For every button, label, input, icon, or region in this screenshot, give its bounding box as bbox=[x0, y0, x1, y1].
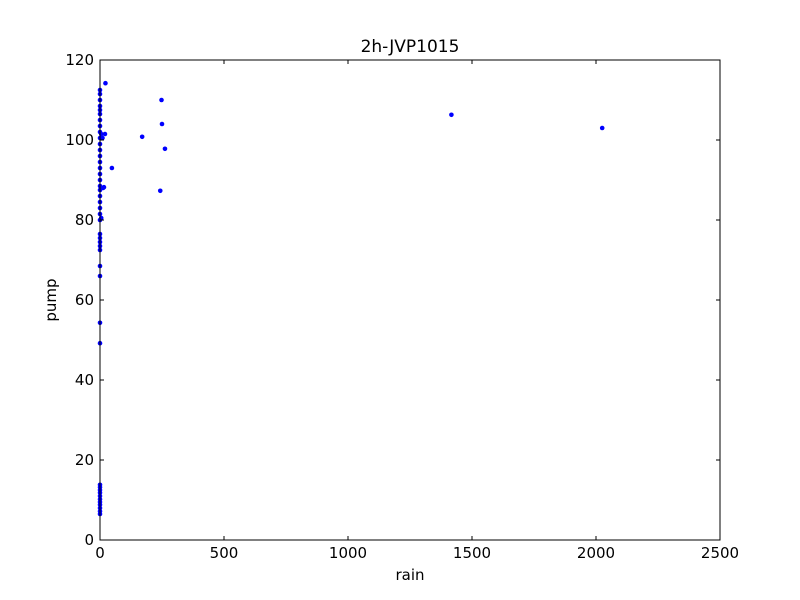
data-point bbox=[599, 125, 605, 131]
y-tick-label: 40 bbox=[75, 371, 94, 389]
data-point bbox=[159, 121, 165, 127]
data-point bbox=[101, 184, 107, 190]
plot-frame bbox=[99, 59, 721, 541]
x-tick-label: 1500 bbox=[453, 544, 491, 562]
axis-ticks: 0 500 1000 1500 2000 2500 0 20 40 60 80 100 120 bbox=[65, 51, 739, 562]
x-axis-label: rain bbox=[395, 566, 424, 584]
y-tick-label: 20 bbox=[75, 451, 94, 469]
x-tick-label: 2000 bbox=[577, 544, 615, 562]
data-point bbox=[109, 165, 115, 171]
data-point bbox=[157, 188, 163, 194]
data-point bbox=[159, 97, 164, 103]
x-tick-label: 500 bbox=[210, 544, 239, 562]
x-tick-label: 2500 bbox=[701, 544, 739, 562]
chart-title: 2h-JVP1015 bbox=[361, 37, 460, 57]
x-tick-label: 1000 bbox=[329, 544, 367, 562]
y-tick-label: 60 bbox=[75, 291, 94, 309]
data-point bbox=[100, 135, 105, 141]
data-point bbox=[103, 80, 108, 86]
y-tick-label: 100 bbox=[65, 131, 94, 149]
data-point bbox=[449, 112, 454, 118]
y-tick-label: 120 bbox=[65, 51, 94, 69]
plot-area bbox=[100, 60, 720, 540]
data-point bbox=[139, 134, 145, 140]
y-tick-label: 80 bbox=[75, 211, 94, 229]
y-tick-label: 0 bbox=[84, 531, 94, 549]
data-point bbox=[162, 146, 168, 152]
data-point bbox=[102, 131, 108, 137]
x-tick-label: 0 bbox=[95, 544, 105, 562]
y-axis-label: pump bbox=[42, 278, 60, 321]
